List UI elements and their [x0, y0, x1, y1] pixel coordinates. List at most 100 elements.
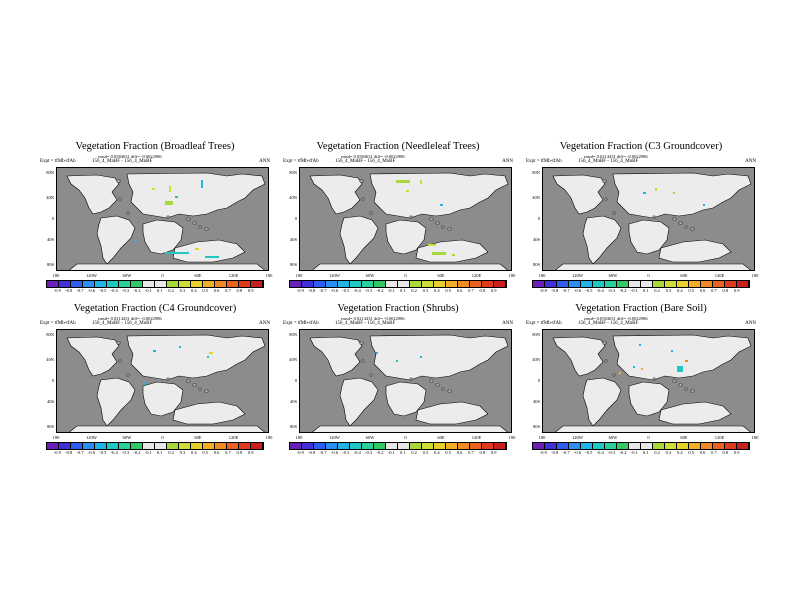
colorbar-tick-label: -0.3: [365, 450, 373, 455]
colorbar-swatch: [362, 443, 374, 449]
colorbar-swatch: [689, 443, 701, 449]
difference-patch: [619, 372, 621, 374]
difference-patch: [195, 248, 199, 250]
colorbar-tick-label: 0.1: [399, 288, 406, 293]
colorbar-tick-label: 0.6: [699, 288, 706, 293]
colorbar-swatch: [593, 281, 605, 287]
latitude-tick-label: 40S: [532, 236, 540, 242]
land-mass: [415, 239, 489, 263]
difference-patch: [641, 368, 643, 370]
colorbar-swatch: [251, 281, 263, 287]
land-mass: [369, 334, 509, 381]
land-mass: [339, 215, 379, 265]
colorbar-tick-label: 0.1: [642, 450, 649, 455]
colorbar-swatch: [179, 443, 191, 449]
colorbar-labels: -0.9 -0.8 -0.7 -0.6 -0.5 -0.4 -0.3 -0.2 -0.1 0.1 0…: [532, 288, 748, 296]
colorbar-tick-label: 0.7: [468, 450, 474, 455]
colorbar-swatch: [398, 443, 410, 449]
island: [359, 179, 364, 183]
land-mass: [369, 172, 509, 219]
rmsd-diff-stats: rmsd= 0.0584631 diff= -0.0022986: [98, 154, 162, 159]
colorbar-swatch: [314, 281, 326, 287]
season-label: ANN: [502, 159, 513, 164]
land-mass: [172, 239, 246, 263]
colorbar-tick-label: -0.5: [342, 450, 350, 455]
colorbar-swatch: [629, 281, 641, 287]
colorbar-swatch: [314, 443, 326, 449]
run-label: 156_4_MnBF - 156_4_MnBF: [578, 321, 639, 326]
colorbar-tick-label: 0.6: [213, 450, 220, 455]
colorbar-tick-label: -0.9: [539, 288, 547, 293]
land-mass: [658, 239, 732, 263]
colorbar-tick-label: 0.2: [654, 450, 660, 455]
rmsd-diff-stats: rmsd= 0.0214431 diff= -0.0022986: [584, 154, 648, 159]
longitude-tick-label: 120W: [86, 435, 97, 440]
colorbar-tick-label: -0.5: [342, 288, 350, 293]
difference-patch: [179, 346, 181, 348]
colorbar: [289, 280, 507, 288]
colorbar-swatch: [641, 443, 653, 449]
colorbar-tick-label: 0.4: [433, 288, 440, 293]
difference-patch: [152, 188, 155, 190]
colorbar-tick-label: -0.7: [76, 288, 84, 293]
colorbar-tick-label: 0.2: [411, 450, 417, 455]
longitude-tick-label: 0: [161, 435, 164, 440]
map-canvas: [552, 172, 752, 270]
island: [447, 389, 452, 393]
map-canvas: [66, 172, 266, 270]
longitude-tick-label: 60E: [194, 435, 202, 440]
latitude-tick-label: 0: [294, 378, 297, 383]
colorbar: [532, 442, 750, 450]
land-mass: [415, 401, 489, 425]
island: [166, 377, 170, 381]
colorbar-swatch: [47, 281, 59, 287]
colorbar-swatch: [107, 281, 119, 287]
longitude-tick-label: 0: [647, 273, 650, 278]
difference-patch: [396, 180, 410, 183]
colorbar-labels: -0.9 -0.8 -0.7 -0.6 -0.5 -0.4 -0.3 -0.2 -0.1 0.1 0…: [289, 450, 505, 458]
colorbar-tick-label: 0.3: [665, 450, 672, 455]
colorbar-swatch: [641, 281, 653, 287]
colorbar-tick-label: -0.9: [53, 288, 61, 293]
colorbar-swatch: [701, 443, 713, 449]
colorbar-swatch: [239, 443, 251, 449]
colorbar-tick-label: -0.7: [562, 450, 570, 455]
map-canvas: [552, 334, 752, 432]
colorbar-tick-label: 0.9: [490, 450, 497, 455]
colorbar-swatch: [131, 443, 143, 449]
season-label: ANN: [259, 321, 270, 326]
colorbar-labels: -0.9 -0.8 -0.7 -0.6 -0.5 -0.4 -0.3 -0.2 -0.1 0.1 0…: [46, 450, 262, 458]
difference-patch: [165, 252, 189, 254]
land-mass: [582, 215, 622, 265]
colorbar-swatch: [422, 443, 434, 449]
land-mass: [658, 401, 732, 425]
colorbar-tick-label: 0.8: [479, 450, 486, 455]
longitude-axis: 180 120W 60W 0 60E 120E 180: [53, 273, 273, 281]
difference-patch: [671, 350, 673, 352]
land-mass: [69, 425, 265, 432]
colorbar-tick-label: 0.2: [654, 288, 660, 293]
colorbar-tick-label: -0.1: [144, 288, 152, 293]
island: [359, 341, 364, 345]
land-mass: [628, 381, 670, 417]
colorbar-tick-label: 0.9: [247, 450, 254, 455]
colorbar-tick-label: -0.3: [608, 450, 616, 455]
run-label: 156_4_MnBF - 156_4_MnBF: [92, 159, 153, 164]
colorbar-tick-label: 0.8: [236, 288, 243, 293]
longitude-tick-label: 180: [538, 273, 546, 278]
panel-title: Vegetation Fraction (C4 Groundcover): [73, 303, 237, 314]
panel-title: Vegetation Fraction (Needleleaf Trees): [316, 141, 480, 152]
colorbar-tick-label: -0.6: [330, 288, 339, 293]
colorbar-swatch: [458, 443, 470, 449]
longitude-tick-label: 180: [295, 435, 303, 440]
latitude-tick-label: 80S: [532, 423, 540, 429]
island: [441, 225, 445, 229]
latitude-tick-label: 40N: [46, 357, 54, 363]
colorbar-swatch: [569, 443, 581, 449]
land-mass: [66, 174, 120, 215]
latitude-tick-label: 80S: [532, 261, 540, 267]
map-canvas: [309, 334, 509, 432]
longitude-tick-label: 0: [404, 435, 407, 440]
island: [684, 387, 688, 391]
colorbar-tick-label: 0.6: [456, 450, 463, 455]
